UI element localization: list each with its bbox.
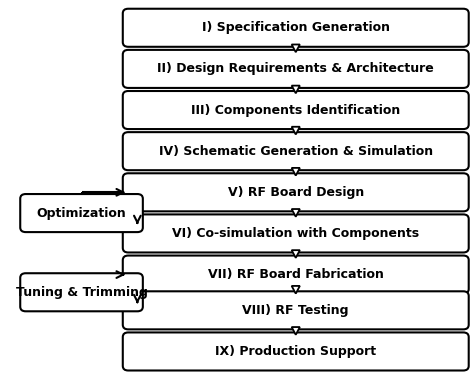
FancyBboxPatch shape (123, 291, 469, 330)
FancyBboxPatch shape (123, 215, 469, 252)
FancyBboxPatch shape (123, 173, 469, 211)
Polygon shape (292, 286, 300, 294)
FancyBboxPatch shape (123, 50, 469, 88)
FancyBboxPatch shape (20, 273, 143, 311)
Polygon shape (292, 327, 300, 335)
Polygon shape (292, 168, 300, 176)
Text: IV) Schematic Generation & Simulation: IV) Schematic Generation & Simulation (159, 145, 433, 158)
Polygon shape (292, 127, 300, 135)
Polygon shape (292, 209, 300, 217)
Text: V) RF Board Design: V) RF Board Design (228, 186, 364, 199)
Text: Tuning & Trimming: Tuning & Trimming (16, 286, 147, 299)
Polygon shape (292, 44, 300, 52)
FancyBboxPatch shape (123, 91, 469, 129)
Text: IX) Production Support: IX) Production Support (215, 345, 376, 358)
FancyBboxPatch shape (123, 9, 469, 47)
Text: VIII) RF Testing: VIII) RF Testing (243, 304, 349, 317)
FancyBboxPatch shape (123, 332, 469, 370)
Text: VII) RF Board Fabrication: VII) RF Board Fabrication (208, 268, 383, 281)
FancyBboxPatch shape (123, 132, 469, 170)
Text: II) Design Requirements & Architecture: II) Design Requirements & Architecture (157, 62, 434, 75)
Polygon shape (292, 86, 300, 93)
FancyBboxPatch shape (123, 255, 469, 294)
Polygon shape (292, 250, 300, 258)
Text: VI) Co-simulation with Components: VI) Co-simulation with Components (172, 227, 419, 240)
Text: I) Specification Generation: I) Specification Generation (202, 21, 390, 34)
Text: Optimization: Optimization (36, 207, 127, 220)
FancyBboxPatch shape (20, 194, 143, 232)
Text: III) Components Identification: III) Components Identification (191, 103, 401, 117)
